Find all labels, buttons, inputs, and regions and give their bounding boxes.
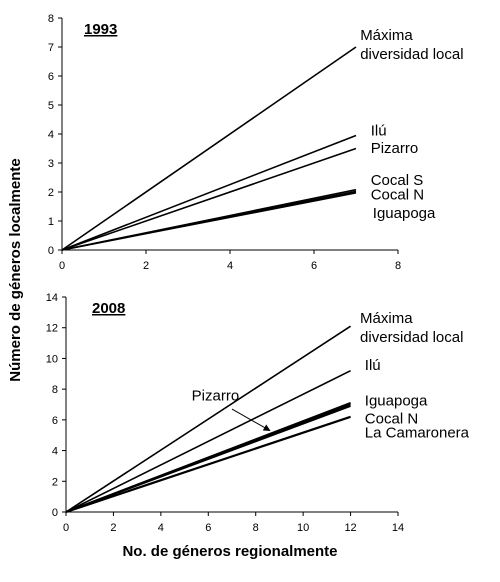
series-label-maxima: Máxima diversidad local	[360, 310, 463, 346]
series-label-ilu: Ilú	[365, 357, 381, 374]
y-tick-label: 14	[46, 292, 58, 304]
series-label-cocal-n: Cocal N	[365, 411, 418, 428]
panel-1993: 0 1 2 3 4 5 6 7 8 0 2 4 6 8 1993 Máxima diversidad local…	[48, 13, 464, 272]
series-label-pizarro: Pizarro	[371, 140, 419, 157]
y-tick-label: 10	[46, 353, 58, 365]
series-line-ilu	[65, 369, 351, 513]
series-label-maxima: Máxima diversidad local	[360, 27, 463, 63]
x-tick-label: 0	[63, 522, 69, 534]
series-label-la-camaronera: La Camaronera	[365, 425, 470, 442]
x-tick-label: 2	[110, 522, 116, 534]
series-line-la-camaronera	[65, 415, 351, 514]
y-tick-label: 2	[48, 187, 54, 199]
x-tick-label: 2	[143, 260, 149, 272]
y-tick-label: 8	[52, 384, 58, 396]
y-tick-label: 5	[48, 100, 54, 112]
y-tick-label: 0	[52, 507, 58, 519]
series-label-ilu: Ilú	[371, 122, 387, 139]
y-tick-label: 4	[52, 446, 58, 458]
x-axis-title: No. de géneros regionalmente	[122, 543, 337, 560]
y-tick-label: 8	[48, 13, 54, 25]
panel-title: 1993	[84, 21, 117, 38]
x-tick-label: 6	[205, 522, 211, 534]
y-tick-label: 0	[48, 245, 54, 257]
x-tick-label: 4	[158, 522, 164, 534]
y-axis-title: Número de géneros localmente	[7, 158, 24, 381]
y-tick-label: 4	[48, 129, 54, 141]
y-tick-label: 6	[48, 71, 54, 83]
x-tick-label: 8	[253, 522, 259, 534]
x-tick-label: 12	[344, 522, 356, 534]
x-tick-label: 0	[59, 260, 65, 272]
y-tick-label: 12	[46, 323, 58, 335]
series-label-iguapoga: Iguapoga	[365, 392, 428, 409]
series-label-iguapoga: Iguapoga	[373, 205, 436, 222]
x-tick-label: 14	[392, 522, 404, 534]
pizarro-arrow	[231, 408, 271, 432]
y-tick-label: 1	[48, 216, 54, 228]
y-tick-label: 2	[52, 476, 58, 488]
series-line-iguapoga	[61, 192, 357, 251]
series-line-cocal-n	[65, 405, 351, 513]
series-line-pizarro	[61, 147, 357, 251]
series-line-maxima	[61, 46, 357, 251]
x-tick-label: 10	[297, 522, 309, 534]
series-label-cocal-s: Cocal S	[371, 172, 424, 189]
y-tick-label: 7	[48, 42, 54, 54]
series-label-pizarro: Pizarro	[192, 388, 240, 405]
y-tick-label: 3	[48, 158, 54, 170]
series-line-maxima	[65, 325, 352, 513]
x-tick-label: 6	[311, 260, 317, 272]
x-tick-label: 4	[227, 260, 233, 272]
panel-title: 2008	[92, 300, 125, 317]
y-tick-label: 6	[52, 415, 58, 427]
x-tick-label: 8	[395, 260, 401, 272]
panel-2008: 0 2 4 6 8 10 12 14 0 2 4 6 8 10 12 14 2008 Máxima diversid…	[46, 292, 470, 534]
series-line-ilu	[61, 134, 357, 251]
series-label-cocal-n: Cocal N	[371, 186, 424, 203]
